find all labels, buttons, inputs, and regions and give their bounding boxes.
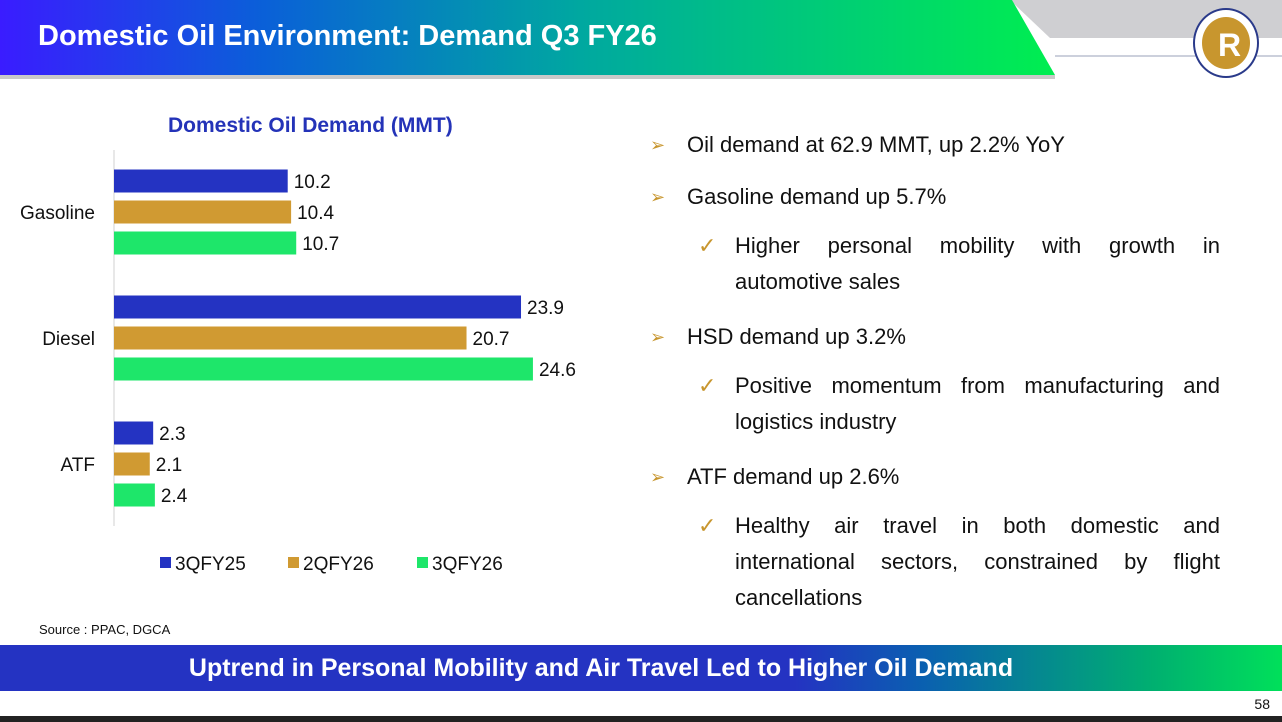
legend-label: 3QFY25 xyxy=(175,554,246,575)
bullet-item: ➢ Oil demand at 62.9 MMT, up 2.2% YoY xyxy=(650,132,1220,158)
sub-bullet-item: ✓ Higher personal mobility with growth in… xyxy=(650,228,1220,300)
legend-label: 3QFY26 xyxy=(432,554,503,575)
chart-title: Domestic Oil Demand (MMT) xyxy=(168,114,453,137)
check-icon: ✓ xyxy=(698,513,717,538)
sub-bullet-text: Higher personal mobility with growth in … xyxy=(735,233,1220,294)
check-icon: ✓ xyxy=(698,233,717,258)
bar-3QFY25 xyxy=(114,421,154,445)
legend-swatch xyxy=(417,557,428,568)
bullet-item: ➢ Gasoline demand up 5.7% xyxy=(650,184,1220,210)
bar-2QFY26 xyxy=(114,326,467,350)
bar-3QFY25 xyxy=(114,295,522,319)
page-number: 58 xyxy=(1254,696,1270,712)
bar-3QFY26 xyxy=(114,483,155,507)
bullet-text: ATF demand up 2.6% xyxy=(687,464,900,489)
data-label: 10.4 xyxy=(297,203,334,224)
bullet-list: ➢ Oil demand at 62.9 MMT, up 2.2% YoY ➢ Gas… xyxy=(650,132,1220,640)
bottom-bar xyxy=(0,716,1282,722)
bar-3QFY26 xyxy=(114,231,297,255)
bar-2QFY26 xyxy=(114,452,150,476)
category-label: Gasoline xyxy=(20,203,95,224)
bullet-text: Oil demand at 62.9 MMT, up 2.2% YoY xyxy=(687,132,1065,157)
data-label: 23.9 xyxy=(527,298,564,319)
category-label: Diesel xyxy=(42,329,95,350)
data-label: 24.6 xyxy=(539,360,576,381)
bullet-text: HSD demand up 3.2% xyxy=(687,324,906,349)
sub-bullet-text: Positive momentum from manufacturing and… xyxy=(735,373,1220,434)
data-label: 2.3 xyxy=(159,424,185,445)
check-icon: ✓ xyxy=(698,373,717,398)
bar-3QFY25 xyxy=(114,169,288,193)
data-label: 2.1 xyxy=(156,455,182,476)
data-label: 20.7 xyxy=(473,329,510,350)
bar-3QFY26 xyxy=(114,357,533,381)
page-title: Domestic Oil Environment: Demand Q3 FY26 xyxy=(38,20,657,52)
bullet-text: Gasoline demand up 5.7% xyxy=(687,184,947,209)
footer-banner: Uptrend in Personal Mobility and Air Tra… xyxy=(0,645,1282,691)
reliance-logo: R xyxy=(1193,8,1259,78)
category-label: ATF xyxy=(61,455,95,476)
arrow-bullet-icon: ➢ xyxy=(650,467,666,487)
bar-2QFY26 xyxy=(114,200,292,224)
legend-label: 2QFY26 xyxy=(303,554,374,575)
arrow-bullet-icon: ➢ xyxy=(650,135,666,155)
arrow-bullet-icon: ➢ xyxy=(650,327,666,347)
legend-swatch xyxy=(288,557,299,568)
data-label: 10.7 xyxy=(302,234,339,255)
data-label: 10.2 xyxy=(294,172,331,193)
bullet-item: ➢ ATF demand up 2.6% xyxy=(650,464,1220,490)
arrow-bullet-icon: ➢ xyxy=(650,187,666,207)
bar-chart: Gasoline 10.2 10.4 10.7 Diesel 23.9 20.7 24.6 AT… xyxy=(20,150,576,575)
source-note: Source : PPAC, DGCA xyxy=(39,622,171,637)
sub-bullet-text: Healthy air travel in both domestic and … xyxy=(735,513,1220,610)
legend-swatch xyxy=(160,557,171,568)
bullet-item: ➢ HSD demand up 3.2% xyxy=(650,324,1220,350)
sub-bullet-item: ✓ Positive momentum from manufacturing an… xyxy=(650,368,1220,440)
sub-bullet-item: ✓ Healthy air travel in both domestic and… xyxy=(650,508,1220,616)
data-label: 2.4 xyxy=(161,486,188,507)
